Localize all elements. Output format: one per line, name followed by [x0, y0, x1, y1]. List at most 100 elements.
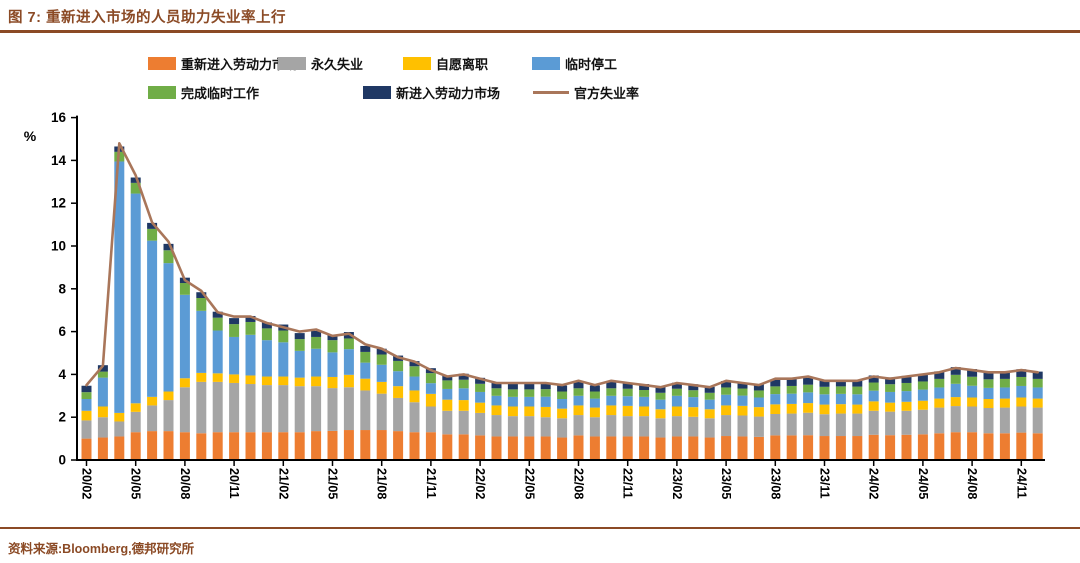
bar-segment	[442, 375, 453, 381]
bar-segment	[196, 292, 207, 299]
bar-segment	[163, 243, 174, 251]
bar-segment	[376, 393, 387, 431]
x-axis-tick-label: 23/08	[768, 468, 782, 499]
bar-segment	[425, 383, 436, 394]
bar-segment	[393, 360, 404, 372]
x-axis-tick-label: 21/02	[276, 468, 290, 499]
legend-label: 完成临时工作	[181, 86, 260, 101]
bar-segment	[130, 432, 141, 460]
legend-color-swatch	[148, 57, 176, 70]
bar-segment	[163, 400, 174, 432]
bar-segment	[261, 376, 272, 386]
unemployment-stacked-bar-chart: 0 2 4 6 8 10 12 14 16% 20/02 20/05 20/08 20/11 21/02 2…	[24, 110, 1045, 499]
bar-segment	[655, 409, 666, 419]
legend-item: 新进入劳动力市场	[363, 84, 500, 101]
bar-segment	[622, 436, 633, 460]
bar-segment	[97, 406, 108, 418]
bar-segment	[721, 405, 732, 416]
bar-segment	[229, 324, 240, 337]
bar-segment	[852, 404, 863, 414]
bar-segment	[639, 390, 650, 397]
bar-segment	[97, 437, 108, 460]
bar-segment	[442, 399, 453, 411]
bar-segment	[179, 387, 190, 433]
bar-segment	[852, 379, 863, 387]
bar-segment	[655, 437, 666, 460]
bar-segment	[212, 432, 223, 460]
bar-segment	[950, 406, 961, 433]
bar-segment	[507, 396, 518, 407]
bar-segment	[950, 383, 961, 398]
bar-segment	[688, 397, 699, 408]
bar-segment	[737, 436, 748, 460]
bar-segment	[278, 385, 289, 433]
bar-segment	[81, 385, 92, 393]
bar-segment	[639, 406, 650, 417]
bar-segment	[737, 388, 748, 396]
bar-segment	[606, 395, 617, 406]
bar-segment	[524, 389, 535, 397]
bar-segment	[1016, 369, 1027, 377]
bar-segment	[179, 294, 190, 379]
bar-segment	[376, 430, 387, 460]
bar-segment	[114, 421, 125, 437]
bar-segment	[278, 376, 289, 386]
bar-segment	[770, 435, 781, 460]
legend-label: 新进入劳动力市场	[396, 86, 501, 101]
bar-segment	[261, 328, 272, 341]
bar-segment	[212, 373, 223, 382]
x-axis-tick-label: 24/11	[1014, 468, 1028, 499]
bar-segment	[475, 412, 486, 436]
x-axis-tick-label: 21/11	[424, 468, 438, 499]
x-axis-tick-label: 21/05	[326, 468, 340, 499]
bar-segment	[704, 392, 715, 400]
bar-segment	[491, 405, 502, 416]
bar-segment	[507, 383, 518, 390]
bar-segment	[721, 394, 732, 406]
bar-segment	[606, 381, 617, 389]
bar-segment	[393, 386, 404, 398]
figure-title: 图 7: 重新进入市场的人员助力失业率上行	[8, 10, 286, 26]
bar-segment	[311, 431, 322, 460]
bar-segment	[81, 392, 92, 400]
bar-segment	[294, 333, 305, 340]
bar-segment	[803, 403, 814, 413]
bar-segment	[983, 379, 994, 388]
bar-segment	[97, 371, 108, 378]
bar-segment	[852, 394, 863, 405]
bar-segment	[491, 395, 502, 406]
bar-segment	[606, 436, 617, 460]
bar-segment	[409, 361, 420, 367]
bar-segment	[343, 387, 354, 431]
bar-segment	[901, 382, 912, 392]
bar-segment	[557, 391, 568, 400]
bar-segment	[147, 228, 158, 241]
bar-segment	[852, 386, 863, 395]
bar-segment	[606, 388, 617, 396]
bar-segment	[852, 436, 863, 460]
bar-segment	[147, 431, 158, 460]
bar-segment	[917, 409, 928, 435]
bar-segment	[999, 371, 1010, 379]
bar-segment	[819, 414, 830, 437]
bar-segment	[475, 402, 486, 413]
bar-segment	[393, 431, 404, 460]
bar-segment	[507, 416, 518, 437]
bar-segment	[655, 399, 666, 410]
bar-segment	[261, 340, 272, 377]
bar-segment	[852, 413, 863, 437]
bar-segment	[229, 336, 240, 375]
bar-segment	[737, 395, 748, 406]
bar-segment	[934, 433, 945, 460]
y-axis-tick-label: 0	[58, 453, 66, 468]
bar-segment	[704, 418, 715, 438]
bar-segment	[458, 379, 469, 389]
bar-segment	[819, 404, 830, 415]
bar-segment	[770, 386, 781, 395]
bar-segment	[835, 379, 846, 387]
bar-segment	[491, 382, 502, 389]
bar-segment	[245, 321, 256, 335]
bar-segment	[97, 365, 108, 372]
bar-segment	[196, 310, 207, 373]
bar-segment	[967, 432, 978, 460]
